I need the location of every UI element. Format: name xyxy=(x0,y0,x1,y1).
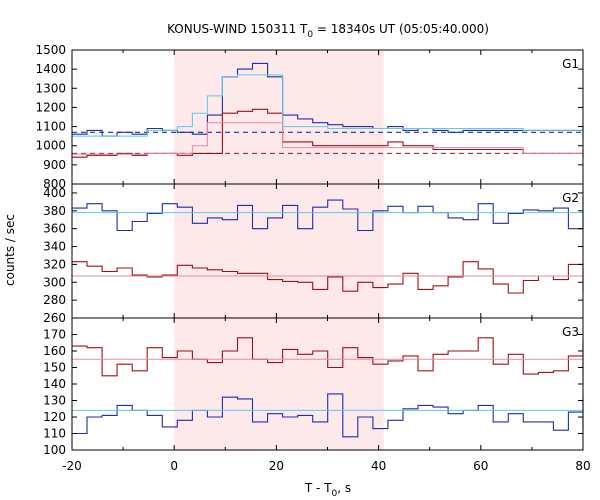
x-axis-label: T - T0, s xyxy=(304,481,351,499)
y-tick-label: 800 xyxy=(43,177,66,191)
y-tick-label: 130 xyxy=(43,394,66,408)
y-tick-label: 320 xyxy=(43,257,66,271)
x-tick-label: -20 xyxy=(62,459,82,473)
x-tick-label: 20 xyxy=(269,459,284,473)
plot-area: 800900100011001200130014001500G126028030… xyxy=(35,43,590,473)
y-tick-label: 360 xyxy=(43,222,66,236)
y-tick-label: 160 xyxy=(43,344,66,358)
y-tick-label: 120 xyxy=(43,410,66,424)
y-tick-label: 1200 xyxy=(35,100,66,114)
x-tick-label: 80 xyxy=(575,459,590,473)
y-tick-label: 1000 xyxy=(35,139,66,153)
y-tick-label: 380 xyxy=(43,204,66,218)
y-tick-label: 1300 xyxy=(35,81,66,95)
chart-title: KONUS-WIND 150311 T0 = 18340s UT (05:05:… xyxy=(167,22,489,40)
y-tick-label: 170 xyxy=(43,328,66,342)
y-tick-label: 280 xyxy=(43,293,66,307)
x-tick-label: 60 xyxy=(473,459,488,473)
y-tick-label: 1500 xyxy=(35,43,66,57)
y-tick-label: 300 xyxy=(43,275,66,289)
shaded-interval-g1 xyxy=(174,50,384,184)
panel-label-g2: G2 xyxy=(562,191,579,205)
y-tick-label: 260 xyxy=(43,311,66,325)
panel-label-g3: G3 xyxy=(562,325,579,339)
y-tick-label: 340 xyxy=(43,240,66,254)
panel-frame-g3 xyxy=(71,317,584,451)
y-tick-label: 900 xyxy=(43,158,66,172)
y-tick-label: 1400 xyxy=(35,62,66,76)
x-tick-label: 40 xyxy=(371,459,386,473)
shaded-interval-g2 xyxy=(174,184,384,318)
y-tick-label: 110 xyxy=(43,427,66,441)
y-tick-label: 150 xyxy=(43,361,66,375)
y-tick-label: 100 xyxy=(43,443,66,457)
panel-label-g1: G1 xyxy=(562,57,579,71)
x-tick-label: 0 xyxy=(170,459,178,473)
y-tick-label: 140 xyxy=(43,377,66,391)
series-g1-light_blue xyxy=(72,74,584,137)
shaded-interval-g3 xyxy=(174,318,384,450)
y-tick-label: 400 xyxy=(43,186,66,200)
y-tick-label: 1100 xyxy=(35,120,66,134)
y-axis-label: counts / sec xyxy=(3,214,17,286)
series-g1-pink xyxy=(72,122,583,155)
